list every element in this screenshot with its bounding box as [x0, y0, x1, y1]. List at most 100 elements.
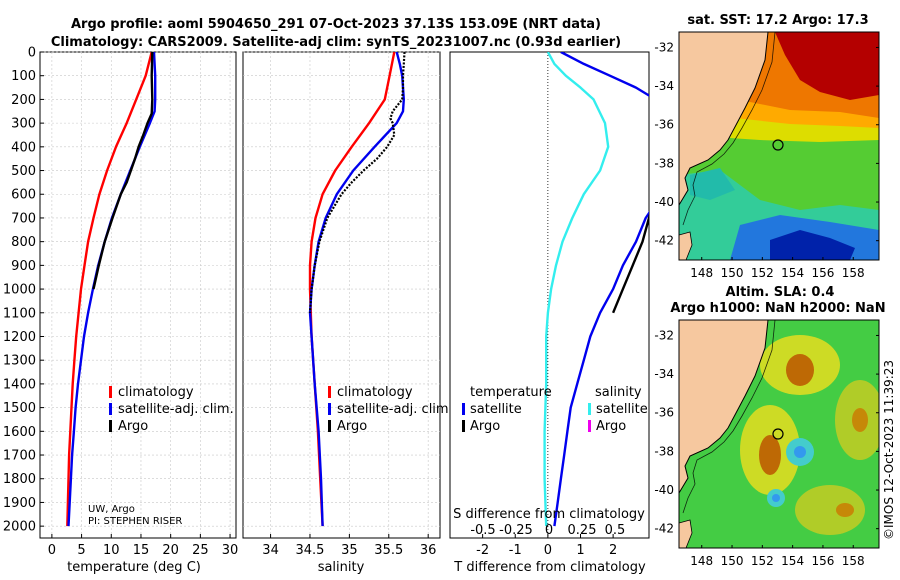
- legend-swatch-argo: [109, 420, 112, 432]
- series-line-satellite-adj-clim-: [308, 52, 405, 527]
- y-tick-label: 600: [11, 188, 36, 203]
- series-line-argo: [92, 52, 154, 290]
- sla-map-image: [679, 320, 879, 548]
- sla-high-anomaly: [786, 354, 814, 386]
- series-line-temperature-argo: [611, 213, 649, 314]
- x-tick-label: 20: [162, 543, 179, 558]
- map-x-tick-label: 154: [781, 554, 804, 568]
- sst-land-tasmania-tip: [679, 231, 693, 260]
- map-x-tick-label: 154: [781, 266, 804, 280]
- sla-low-anomaly: [772, 494, 780, 502]
- sst-map-image: [679, 32, 879, 260]
- map-x-tick-label: 158: [842, 266, 865, 280]
- map-x-tick-label: 148: [690, 554, 713, 568]
- s-difference-tick-labels: -0.5 -0.25 0 0.25 0.5: [470, 523, 625, 538]
- legend-label-satellite: satellite-adj. clim.: [118, 402, 234, 417]
- sst-map-title: sat. SST: 17.2 Argo: 17.3: [687, 13, 868, 28]
- s-tick-label: -0.25: [499, 523, 533, 538]
- map-x-tick-label: 152: [751, 266, 774, 280]
- y-tick-label: 2000: [3, 520, 36, 535]
- map-y-tick-label: -32: [654, 40, 674, 54]
- legend-label-s-satellite: satellite: [596, 402, 648, 417]
- s-tick-label: 0: [545, 523, 553, 538]
- map-x-tick-label: 150: [721, 266, 744, 280]
- legend-swatch-climatology: [328, 386, 331, 398]
- sla-coastline: [679, 320, 769, 494]
- map-x-tick-label: 156: [811, 554, 834, 568]
- series-line-climatology: [66, 52, 153, 527]
- x-tick-label: 34: [262, 543, 279, 558]
- salinity-grid: [243, 51, 440, 538]
- map-y-tick-label: -38: [654, 444, 674, 458]
- x-tick-label: 34.5: [296, 543, 325, 558]
- temperature-axis-ticks: 0 5 10 15 20 25 30: [48, 534, 239, 558]
- legend-swatch-satellite: [328, 403, 331, 415]
- x-tick-label: 30: [222, 543, 239, 558]
- sst-map-frame: [678, 31, 880, 261]
- legend-label-t-satellite: satellite: [470, 402, 522, 417]
- legend-label-t-argo: Argo: [470, 419, 500, 434]
- x-tick-label: 0: [544, 543, 552, 558]
- y-tick-label: 1000: [3, 283, 36, 298]
- salinity-plot-frame: [242, 51, 441, 539]
- y-tick-label: 300: [11, 117, 36, 132]
- map-y-tick-label: -34: [654, 367, 674, 381]
- map-y-tick-label: -36: [654, 118, 674, 132]
- y-tick-label: 1700: [3, 449, 36, 464]
- y-tick-label: 700: [11, 211, 36, 226]
- x-tick-label: 0: [48, 543, 56, 558]
- x-tick-label: 35.5: [374, 543, 403, 558]
- y-tick-label: 1100: [3, 306, 36, 321]
- x-tick-label: 25: [192, 543, 209, 558]
- difference-panel: -2 -1 0 1 2 T difference from climatology S …: [449, 51, 650, 575]
- map-x-tick-label: 156: [811, 266, 834, 280]
- legend-swatch-satellite: [109, 403, 112, 415]
- sla-shelf-contour: [682, 320, 776, 514]
- sla-map-subtitle: Argo h1000: NaN h2000: NaN: [670, 301, 885, 316]
- y-tick-label: 500: [11, 164, 36, 179]
- legend-swatch-t-satellite: [462, 403, 465, 415]
- legend-title-temperature: temperature: [470, 385, 552, 400]
- legend-swatch-t-argo: [462, 420, 465, 432]
- t-difference-axis-ticks: -2 -1 0 1 2: [476, 534, 617, 558]
- sla-argo-float-marker: [772, 428, 784, 440]
- map-y-tick-label: -42: [654, 234, 674, 248]
- sst-map-ticks: 148 150 152 154 156 158 -32 -34 -36 -38 -40 -42: [654, 40, 879, 280]
- legend-label-argo: Argo: [337, 419, 367, 434]
- x-tick-label: 15: [133, 543, 150, 558]
- sla-high-anomaly: [852, 408, 868, 432]
- temperature-panel: 0100200300400500600700800900100011001200…: [3, 46, 238, 576]
- sst-shelf-contour: [682, 32, 776, 226]
- s-tick-label: -0.5: [470, 523, 495, 538]
- figure-title: Argo profile: aoml 5904650_291 07-Oct-20…: [71, 17, 601, 32]
- sst-argo-float-marker: [772, 139, 784, 151]
- legend-swatch-s-argo: [588, 420, 591, 432]
- salinity-panel: 34 34.5 35 35.5 36 salinity climatology sate…: [242, 51, 453, 575]
- map-x-tick-label: 150: [721, 554, 744, 568]
- sla-land: [679, 320, 768, 493]
- x-tick-label: -2: [476, 543, 489, 558]
- sst-yellow-band: [730, 118, 879, 142]
- temperature-legend: climatology satellite-adj. clim. Argo: [109, 385, 234, 434]
- map-y-tick-label: -34: [654, 79, 674, 93]
- y-tick-label: 400: [11, 140, 36, 155]
- y-tick-label: 200: [11, 93, 36, 108]
- map-y-tick-label: -36: [654, 406, 674, 420]
- sla-low-anomaly: [794, 446, 806, 458]
- legend-label-climatology: climatology: [337, 385, 413, 400]
- figure-subtitle: Climatology: CARS2009. Satellite-adj cli…: [51, 35, 621, 50]
- depth-axis-ticks: 0 100 200 300 400 500 600 700 800 900 1000 1100 1200…: [3, 46, 44, 535]
- map-y-tick-label: -32: [654, 328, 674, 342]
- legend-swatch-argo: [328, 420, 331, 432]
- sla-map-title: Altim. SLA: 0.4: [726, 285, 835, 300]
- y-tick-label: 900: [11, 259, 36, 274]
- salinity-axis-ticks: 34 34.5 35 35.5 36: [262, 534, 436, 558]
- x-tick-label: -1: [509, 543, 522, 558]
- legend-label-s-argo: Argo: [596, 419, 626, 434]
- sst-hot-zone: [775, 32, 879, 100]
- sst-deep-blue-zone: [770, 230, 855, 260]
- sla-yellow-patch: [795, 485, 865, 535]
- y-tick-label: 1200: [3, 330, 36, 345]
- x-tick-label: 10: [103, 543, 120, 558]
